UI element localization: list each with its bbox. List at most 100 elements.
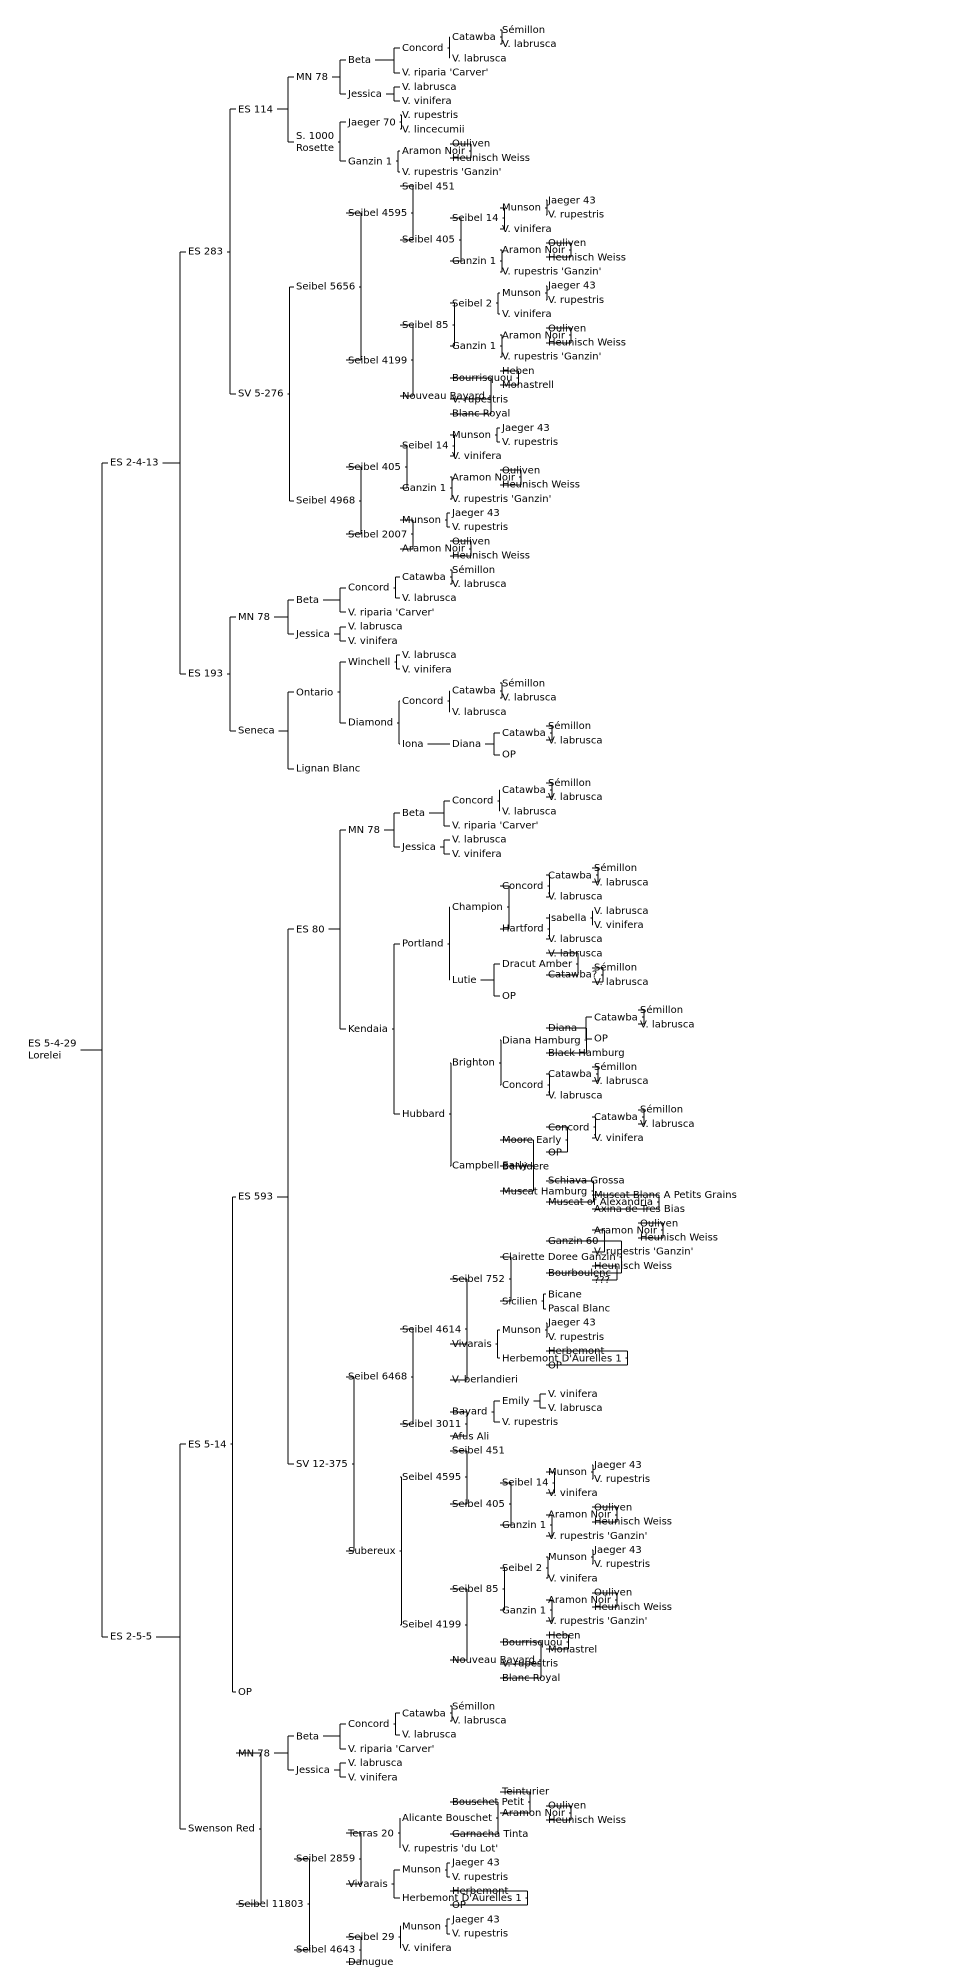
node-es-5-4-29-lorelei: ES 5-4-29 Lorelei [28,1039,77,1062]
connector-jessica [333,626,346,642]
connector-muscat-hamburg [546,1180,594,1203]
node-heunisch-weiss: Heunisch Weiss [594,1517,672,1528]
node-v-riparia-carver: V. riparia 'Carver' [452,821,538,832]
connector-clairette-doree-ganzin [546,1240,623,1274]
connector-ganzin-1 [546,1514,553,1537]
node-jaeger-70: Jaeger 70 [347,117,396,128]
connector-es-5-14 [230,1196,236,1693]
node-catawba: Catawba [502,785,546,796]
node-op: OP [594,1034,608,1045]
node-ouliven: Ouliven [594,1502,632,1513]
connector-seibel-14 [500,207,505,230]
node-v-labrusca: V. labrusca [402,1730,456,1741]
connector-concord [393,1712,400,1736]
connector-seibel-4199 [450,1588,468,1661]
node-es-193: ES 193 [188,669,223,680]
connector-jessica [333,1762,346,1778]
connector-beta [429,800,450,827]
node-v-labrusca: V. labrusca [348,622,402,633]
node-v-rupestris: V. rupestris [452,522,508,533]
node-v-labrusca: V. labrusca [548,1403,602,1414]
connector-munson [544,285,548,301]
node-catawba: Catawba [402,1708,446,1719]
node-munson: Munson [452,430,491,441]
node-moore-early: Moore Early [502,1135,561,1146]
connector-jessica [385,86,400,102]
node-aramon-noir: Aramon Noir [502,245,566,256]
node-ouliven: Ouliven [640,1218,678,1229]
node-swenson-red: Swenson Red [188,1824,255,1835]
node-v-vinifera: V. vinifera [548,1488,598,1499]
connector-seneca [278,691,294,770]
node-muscat-hamburg: Muscat Hamburg [502,1186,587,1197]
node-v-vinifera: V. vinifera [348,1772,398,1783]
node-v-vinifera: V. vinifera [502,309,552,320]
node-concord: Concord [548,1122,589,1133]
node-v-labrusca: V. labrusca [502,693,556,704]
connector-seibel-3011 [450,1411,468,1437]
node-nouveau-bayard: Nouveau Bayard [402,391,485,402]
node-seibel-4614: Seibel 4614 [402,1324,461,1335]
node-diana: Diana [452,739,481,750]
node-v-labrusca: V. labrusca [548,934,602,945]
connector-catawba [546,725,553,741]
connector-concord [592,1116,596,1139]
node-dracut-amber: Dracut Amber [502,959,573,970]
node-v-labrusca: V. labrusca [402,593,456,604]
node-lutie: Lutie [452,975,477,986]
connector-aramon-noir [546,1805,572,1821]
connector-isabella [590,910,593,926]
node-munson: Munson [502,288,541,299]
node-v-rupestris: V. rupestris [548,1332,604,1343]
connector-munson [590,1549,594,1565]
node-seibel-85: Seibel 85 [402,320,448,331]
connector-diamond [397,700,400,745]
connector-aramon-noir [450,540,472,557]
node-subereux: Subereux [348,1546,396,1557]
node-heunisch-weiss: Heunisch Weiss [594,1602,672,1613]
connector-beta [323,1723,346,1750]
node-axina-de-tres-bias: Axina de Tres Bias [594,1204,685,1215]
node-hubbard: Hubbard [402,1109,445,1120]
connector-munson [590,1464,594,1480]
connector-munson [494,427,500,443]
node-diamond: Diamond [348,718,393,729]
connector-swenson-red [236,1752,262,1905]
node-op: OP [452,1900,466,1911]
node-nouveau-bayard: Nouveau Bayard [452,1655,535,1666]
connector-es-80 [328,829,346,1030]
node-jaeger-43: Jaeger 43 [547,1318,596,1329]
connector-catawba [449,569,453,585]
node-kendaia: Kendaia [348,1024,388,1035]
connector-seibel-4595 [450,1450,468,1505]
connector-catawba [499,29,503,45]
node-v-rupestris: V. rupestris [402,110,458,121]
node-s-millon: Sémillon [548,777,591,789]
connector-seibel-85 [450,302,455,347]
connector-seibel-2859 [346,1832,362,1885]
node-v-vinifera: V. vinifera [594,1133,644,1144]
node-champion: Champion [452,902,503,913]
connector-concord [546,874,550,898]
node-ontario: Ontario [296,687,333,698]
connector-seibel-405 [450,217,462,262]
node-afus-ali: Afus Ali [452,1431,489,1442]
connector-catawba [449,1705,453,1722]
connector-moore-early [546,1126,568,1153]
node-seibel-2: Seibel 2 [502,1563,542,1574]
connector-mn-78 [274,599,294,635]
node-heunisch-weiss: Heunisch Weiss [548,252,626,263]
connector-concord [393,576,400,599]
node-es-593: ES 593 [238,1192,273,1203]
node-v-labrusca: V. labrusca [594,977,648,988]
node-seibel-4595: Seibel 4595 [348,208,407,219]
connector-seibel-405 [500,1482,512,1526]
node-jessica: Jessica [295,629,330,640]
node-aramon-noir: Aramon Noir [452,472,516,483]
node-monastrel: Monastrel [548,1644,597,1655]
node-jaeger-43: Jaeger 43 [451,1858,500,1869]
connector-ganzin-1 [500,249,503,273]
node-munson: Munson [402,1921,441,1932]
node-v-labrusca: V. labrusca [548,892,602,903]
node-seibel-6468: Seibel 6468 [348,1372,407,1383]
